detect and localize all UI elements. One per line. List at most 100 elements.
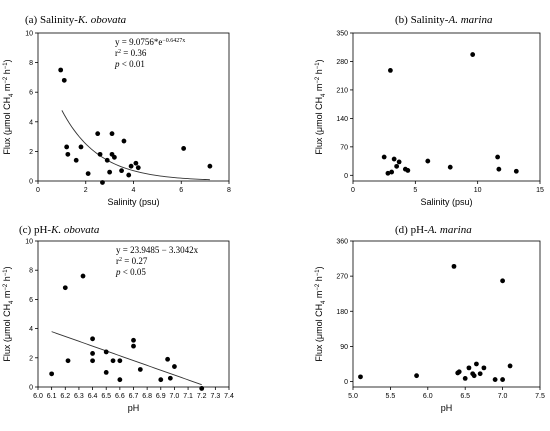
data-point [73,157,79,163]
y-tick-label: 210 [336,87,348,94]
y-tick-label: 360 [336,239,348,246]
y-tick-label: 90 [340,344,348,351]
plot-frame [352,32,541,182]
plot-frame [352,240,541,388]
data-point [107,169,113,175]
data-point [507,363,513,369]
data-point [131,343,136,349]
data-point [61,77,67,83]
data-point [414,373,419,379]
data-point [80,273,86,279]
x-tick-label: 5.5 [386,393,396,400]
panel-title: (c) pH-K. obovata [19,224,100,236]
data-point [500,377,505,382]
data-point [62,285,68,291]
x-tick-label: 0 [36,187,40,194]
y-tick-label: 8 [29,268,33,275]
data-point [500,278,505,284]
data-point [181,146,187,151]
data-point [425,158,431,164]
annotation: p < 0.01 [114,59,145,69]
annotation: y = 23.9485 − 3.3042x [116,245,199,255]
x-tick-label: 4 [132,187,136,194]
x-tick-label: 5.0 [348,393,358,400]
data-point [495,154,501,160]
x-tick-label: 6.7 [129,393,139,400]
data-point [165,356,171,362]
x-tick-label: 6.1 [47,393,57,400]
y-tick-label: 0 [29,179,33,186]
annotation: r2 = 0.36 [115,48,147,58]
data-point [64,144,70,150]
data-point [394,163,400,169]
panel-title: (a) Salinity-K. obovata [25,14,127,26]
y-tick-label: 280 [336,59,348,66]
x-tick-label: 8 [227,187,231,194]
data-point [103,349,109,355]
panel-d: 5.0 5.5 6.0 6.5 7.0 7.5 0 90 180 270 360 pH Flux (μm… [314,224,545,413]
x-tick-label: 7.4 [224,393,234,400]
data-point [167,375,173,381]
panel-title: (b) Salinity-A. marina [395,14,493,26]
x-tick-label: 6.2 [60,393,70,400]
y-tick-label: 140 [336,116,348,123]
x-tick-label: 6.5 [101,393,111,400]
x-tick-label: 6.5 [460,393,470,400]
data-point [90,336,95,342]
data-point [58,67,64,73]
y-tick-label: 10 [25,31,33,38]
data-point [477,371,483,377]
x-tick-label: 6.0 [423,393,433,400]
x-tick-label: 7.0 [498,393,508,400]
data-point [126,172,132,178]
data-point [466,365,472,371]
x-tick-label: 6.8 [142,393,152,400]
y-tick-label: 0 [29,385,33,392]
data-point [492,377,498,382]
y-axis-label: Flux (μmol CH4 m−2 h−1) [314,59,327,154]
data-point [97,151,103,157]
data-point [172,364,177,369]
x-axis-label: pH [441,403,453,413]
data-point [462,376,468,381]
x-tick-label: 6 [179,187,183,194]
data-point [85,171,91,177]
x-tick-label: 6.0 [33,393,43,400]
data-point [109,131,115,137]
y-axis-label: Flux (μmol CH4 m−2 h−1) [314,266,327,361]
annotation: y = 9.0756*e−0.6427x [115,37,185,47]
data-point [117,377,123,383]
data-point [396,159,402,165]
data-point [496,166,502,172]
y-tick-label: 350 [336,31,348,38]
y-tick-label: 270 [336,274,348,281]
data-point [78,144,84,150]
y-tick-label: 2 [29,149,33,156]
data-point [391,156,397,162]
x-tick-label: 7.0 [170,393,180,400]
x-tick-label: 6.4 [88,393,98,400]
x-tick-label: 6.9 [156,393,166,400]
x-axis-label: Salinity (psu) [420,197,472,207]
y-tick-label: 10 [25,239,33,246]
data-point [104,157,110,163]
y-tick-label: 0 [344,379,348,386]
annotation: r2 = 0.27 [116,256,148,266]
data-point [456,369,462,375]
x-tick-label: 7.3 [210,393,220,400]
data-point [95,131,101,137]
data-point [103,370,109,375]
data-point [112,154,117,160]
panel-title: (d) pH-A. marina [395,224,472,236]
data-point [49,371,55,377]
data-point [117,358,123,364]
x-tick-label: 7.2 [197,393,207,400]
data-point [471,373,477,379]
y-tick-label: 6 [29,297,33,304]
x-axis-label: Salinity (psu) [107,197,159,207]
data-point [513,168,519,174]
y-tick-label: 4 [29,119,33,126]
data-point [385,170,391,176]
data-point [65,358,71,364]
